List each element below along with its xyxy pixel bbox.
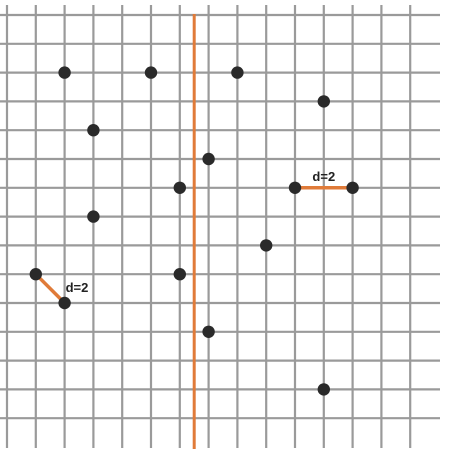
distance-label: d=2: [66, 280, 89, 295]
point: [173, 181, 186, 194]
point: [87, 124, 100, 137]
point: [202, 152, 215, 166]
grid: [0, 5, 440, 448]
point: [260, 239, 273, 252]
point: [58, 296, 71, 310]
distance-label: d=2: [312, 169, 335, 184]
point: [346, 181, 359, 194]
labels: d=2 d=2: [66, 169, 336, 295]
point: [317, 383, 330, 396]
point: [231, 66, 244, 79]
point: [317, 95, 330, 108]
point: [29, 268, 42, 281]
point: [202, 325, 215, 338]
point: [288, 181, 302, 194]
point: [173, 268, 186, 281]
points: [29, 66, 359, 396]
point: [58, 66, 71, 79]
closest-pairs: [34, 186, 355, 305]
point: [87, 210, 100, 223]
point: [144, 66, 158, 79]
closest-pair-segment: [34, 272, 67, 305]
